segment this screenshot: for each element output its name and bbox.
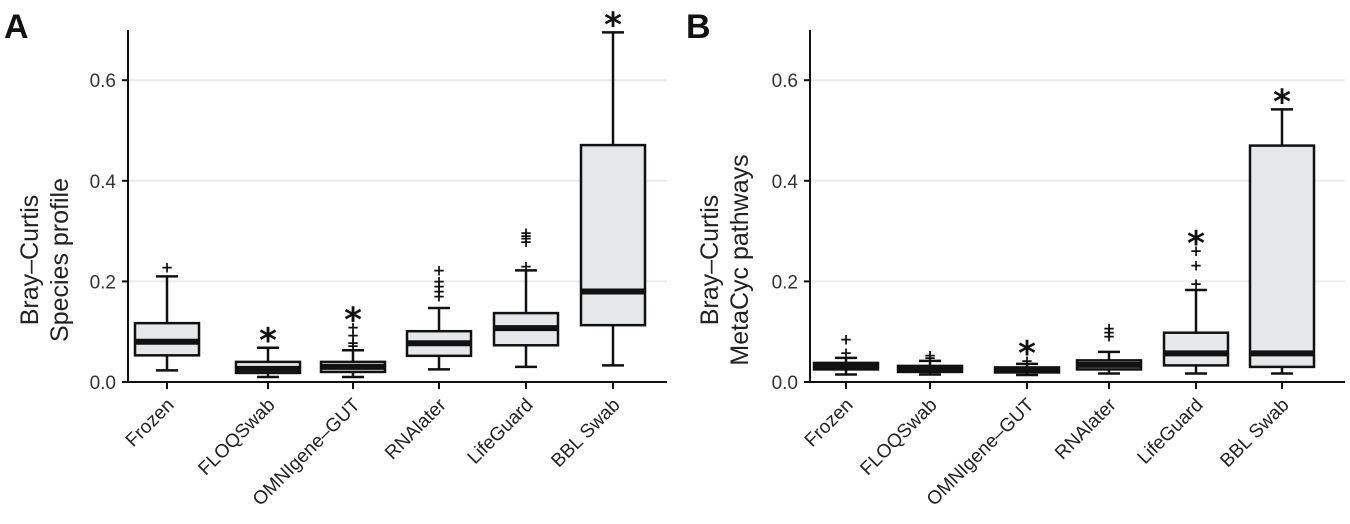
x-tick-label: FLOQSwab — [194, 395, 279, 480]
panel-b: B Bray–Curtis MetaCyc pathways ++++ +* +++… — [686, 8, 1345, 510]
outlier-point: + — [924, 349, 937, 367]
outlier-point: + — [433, 261, 446, 279]
outlier-point: + — [161, 258, 174, 276]
outlier-point: + — [840, 331, 853, 349]
boxplot-marks: ++++ +* ++++++** — [812, 82, 1316, 377]
outlier-point: + — [347, 319, 360, 337]
grid — [128, 79, 667, 283]
iqr-box — [579, 143, 647, 327]
x-tick-label: Frozen — [801, 395, 858, 452]
x-tick-label: OMNIgene–GUT — [923, 394, 1039, 510]
outlier-point: + — [520, 233, 533, 251]
box-bbl-swab: * — [1248, 82, 1316, 375]
y-tick-label: 0.0 — [90, 373, 116, 394]
y-axis-label-line1: Bray–Curtis — [16, 195, 44, 326]
y-tick-label: 0.6 — [772, 71, 798, 92]
iqr-box — [1248, 144, 1316, 369]
x-tick-label: BBL Swab — [547, 395, 624, 472]
x-tick-label: RNAlater — [1051, 394, 1121, 464]
outlier-point: + — [347, 337, 360, 355]
outlier-point: + — [924, 346, 937, 364]
panel-letter: A — [4, 8, 29, 46]
outlier-point: + — [520, 224, 533, 242]
outlier-point: + — [347, 334, 360, 352]
significance-star: * — [1273, 82, 1291, 122]
significance-star: * — [344, 301, 362, 341]
y-ticks: 0.0 0.2 0.4 0.6 — [772, 71, 810, 394]
outlier-point: + — [347, 327, 360, 345]
outlier-point: + — [433, 282, 446, 300]
outlier-point: + — [1103, 320, 1116, 338]
y-tick-label: 0.2 — [772, 272, 798, 293]
box-omnigene-gut: ++++* — [319, 301, 387, 379]
y-tick-label: 0.0 — [772, 373, 798, 394]
outlier-point: + — [1190, 256, 1203, 274]
y-tick-label: 0.2 — [90, 272, 116, 293]
outlier-point: + — [433, 277, 446, 295]
box-frozen: ++ — [812, 331, 880, 376]
outlier-point: + — [1190, 242, 1203, 260]
box-floqswab: ++ — [896, 346, 964, 376]
box-rnalater: +++ — [1075, 320, 1143, 375]
x-tick-label: LifeGuard — [1134, 395, 1208, 469]
outlier-point: + — [1190, 275, 1203, 293]
y-tick-label: 0.4 — [772, 172, 799, 193]
boxplot-marks: +* ++++*+++++ +++++* — [133, 5, 647, 379]
y-axis-label-line2: MetaCyc pathways — [726, 154, 754, 365]
significance-star: * — [604, 5, 622, 45]
significance-star: * — [1187, 224, 1205, 264]
box-bbl-swab: * — [579, 5, 647, 367]
outlier-point: + — [520, 230, 533, 248]
iqr-box — [1162, 331, 1230, 367]
outlier-point: + — [1103, 328, 1116, 346]
y-ticks: 0.0 0.2 0.4 0.6 — [90, 71, 128, 394]
significance-star: * — [259, 321, 277, 361]
panel-letter: B — [686, 8, 711, 46]
x-tick-label: RNAlater — [381, 394, 451, 464]
outlier-point: + — [433, 272, 446, 290]
outlier-point: + — [520, 257, 533, 275]
x-tick-label: FLOQSwab — [856, 395, 941, 480]
box-frozen: + — [133, 258, 201, 372]
box-lifeguard: +++++ — [492, 224, 560, 369]
y-tick-label: 0.4 — [90, 172, 117, 193]
significance-star: * — [1018, 334, 1036, 374]
outlier-point: + — [840, 344, 853, 362]
y-axis-label-line2: Species profile — [46, 178, 74, 342]
x-tick-label: BBL Swab — [1216, 395, 1293, 472]
box-rnalater: +++++ — [405, 261, 473, 371]
outlier-point: + — [433, 287, 446, 305]
x-tick-label: Frozen — [122, 395, 179, 452]
y-tick-label: 0.6 — [90, 71, 116, 92]
box-omnigene-gut: +* — [993, 334, 1061, 377]
y-axis-label-line1: Bray–Curtis — [696, 195, 724, 326]
panel-a: A Bray–Curtis Species profile +* ++++*+++… — [4, 5, 667, 510]
box-lifeguard: +++* — [1162, 224, 1230, 375]
outlier-point: + — [1103, 324, 1116, 342]
outlier-point: + — [520, 227, 533, 245]
x-tick-label: LifeGuard — [464, 395, 538, 469]
outlier-point: + — [1021, 352, 1034, 370]
box-floqswab: * — [234, 321, 302, 379]
